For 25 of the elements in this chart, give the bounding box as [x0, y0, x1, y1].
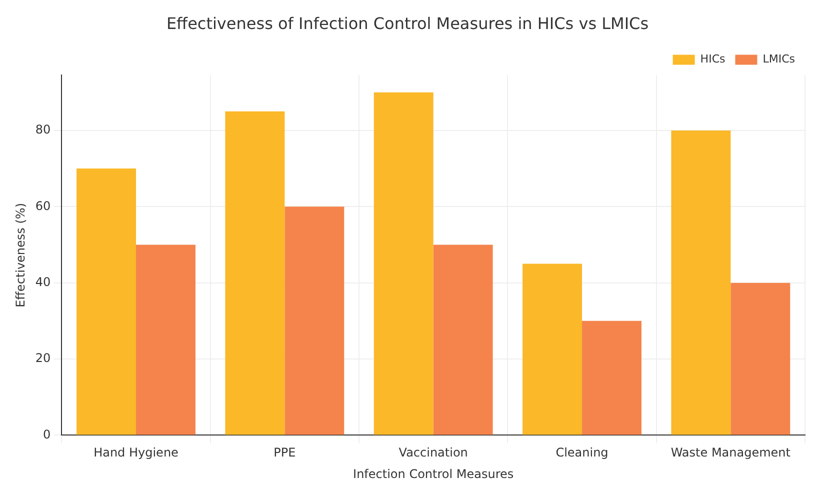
- x-tick-label: PPE: [274, 446, 296, 460]
- y-axis-title: Effectiveness (%): [13, 202, 28, 308]
- y-tick-label: 20: [35, 351, 51, 366]
- bar: [433, 244, 493, 435]
- bar: [730, 282, 790, 435]
- y-tick-label: 0: [43, 427, 51, 442]
- x-tick-label: Cleaning: [556, 446, 608, 460]
- y-tick-label: 80: [35, 122, 51, 137]
- y-tick-label: 40: [35, 274, 51, 289]
- bar: [136, 244, 196, 435]
- y-tick-label: 60: [35, 198, 51, 213]
- bar: [582, 320, 642, 435]
- bar: [522, 264, 582, 435]
- bar: [225, 111, 285, 435]
- chart-title: Effectiveness of Infection Control Measures in HICs vs LMICs: [166, 14, 649, 33]
- x-tick-label: Hand Hygiene: [94, 446, 178, 460]
- legend-label: LMICs: [762, 52, 796, 66]
- x-axis-title: Infection Control Measures: [353, 466, 514, 481]
- bar: [671, 130, 731, 435]
- legend-label: HICs: [700, 52, 726, 66]
- bar: [284, 206, 344, 435]
- x-tick-label: Waste Management: [670, 446, 791, 460]
- x-tick-label: Vaccination: [398, 446, 468, 460]
- bar: [76, 168, 136, 435]
- bar: [374, 92, 434, 435]
